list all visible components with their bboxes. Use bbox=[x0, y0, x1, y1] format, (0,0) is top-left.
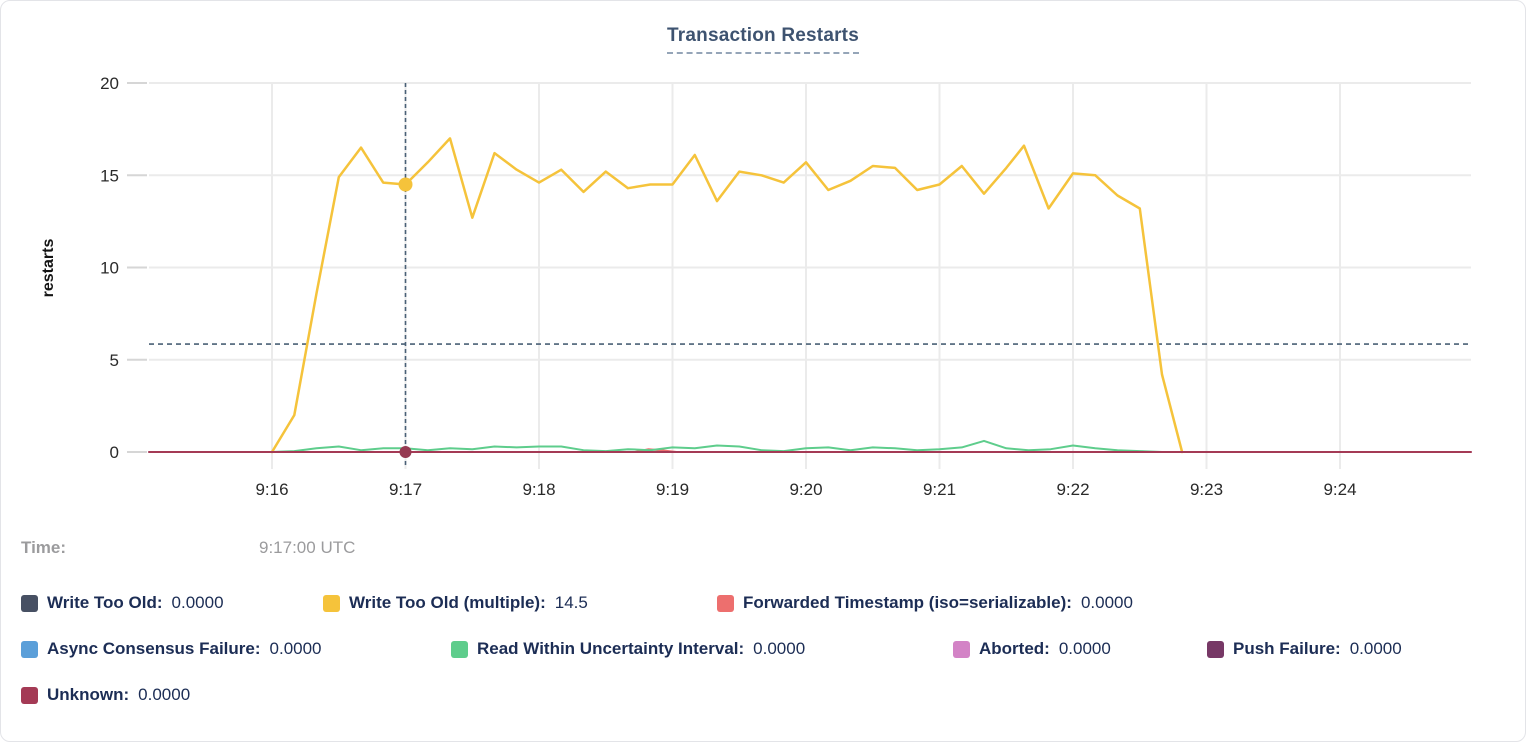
chart-header: Transaction Restarts bbox=[1, 25, 1525, 54]
legend-value: 0.0000 bbox=[1349, 639, 1402, 658]
y-tick-label: 5 bbox=[110, 351, 119, 370]
legend-label: Write Too Old (multiple): bbox=[349, 593, 546, 612]
legend-item-forwarded-timestamp-iso-serializable: Forwarded Timestamp (iso=serializable): 0… bbox=[717, 593, 1133, 613]
legend-item-push-failure: Push Failure: 0.0000 bbox=[1207, 639, 1402, 659]
legend-swatch-read-within-uncertainty-interval bbox=[451, 640, 468, 658]
crosshair-dot-write-too-old-multiple bbox=[398, 177, 413, 192]
y-axis-label: restarts bbox=[40, 238, 57, 298]
legend-swatch-forwarded-timestamp-iso-serializable bbox=[717, 594, 734, 612]
legend-item-unknown: Unknown: 0.0000 bbox=[21, 685, 190, 705]
legend-item-aborted: Aborted: 0.0000 bbox=[953, 639, 1111, 659]
tooltip-time-row: Time: 9:17:00 UTC bbox=[1, 538, 1525, 560]
x-tick-label: 9:20 bbox=[789, 480, 822, 499]
x-tick-label: 9:24 bbox=[1323, 480, 1356, 499]
legend-label: Async Consensus Failure: bbox=[47, 639, 261, 658]
y-tick-label: 10 bbox=[100, 259, 119, 278]
x-tick-label: 9:17 bbox=[389, 480, 422, 499]
legend-label: Aborted: bbox=[979, 639, 1050, 658]
x-tick-label: 9:16 bbox=[255, 480, 288, 499]
legend-item-async-consensus-failure: Async Consensus Failure: 0.0000 bbox=[21, 639, 322, 659]
legend-row-1: Write Too Old: 0.0000 Write Too Old (multi… bbox=[1, 593, 1525, 615]
legend-value: 0.0000 bbox=[138, 685, 191, 704]
legend-value: 14.5 bbox=[554, 593, 588, 612]
time-label: Time: bbox=[21, 538, 67, 557]
legend-swatch-async-consensus-failure bbox=[21, 640, 38, 658]
legend-label: Unknown: bbox=[47, 685, 130, 704]
series-line-read-within-uncertainty-interval bbox=[271, 439, 1462, 453]
transaction-restarts-svg[interactable]: 0 5 10 15 20 9:16 9:17 9:18 9:19 9:20 9:21 9:22 9:23… bbox=[1, 1, 1528, 516]
time-value: 9:17:00 UTC bbox=[259, 538, 356, 557]
legend-label: Push Failure: bbox=[1233, 639, 1341, 658]
series-line-write-too-old-multiple bbox=[270, 137, 1184, 454]
legend-label: Forwarded Timestamp (iso=serializable): bbox=[743, 593, 1072, 612]
legend-swatch-unknown bbox=[21, 686, 38, 704]
legend-swatch-write-too-old-multiple bbox=[323, 594, 340, 612]
legend-item-write-too-old: Write Too Old: 0.0000 bbox=[21, 593, 224, 613]
y-tick-label: 15 bbox=[100, 166, 119, 185]
legend-value: 0.0000 bbox=[269, 639, 322, 658]
legend-value: 0.0000 bbox=[171, 593, 224, 612]
x-tick-label: 9:21 bbox=[923, 480, 956, 499]
x-tick-label: 9:23 bbox=[1190, 480, 1223, 499]
legend-value: 0.0000 bbox=[1058, 639, 1111, 658]
legend-item-write-too-old-multiple: Write Too Old (multiple): 14.5 bbox=[323, 593, 588, 613]
legend-label: Write Too Old: bbox=[47, 593, 163, 612]
legend-row-3: Unknown: 0.0000 bbox=[1, 685, 1525, 707]
y-tick-label: 20 bbox=[100, 74, 119, 93]
y-tick-label: 0 bbox=[110, 443, 119, 462]
legend-swatch-push-failure bbox=[1207, 640, 1224, 658]
legend-swatch-write-too-old bbox=[21, 594, 38, 612]
legend-value: 0.0000 bbox=[1080, 593, 1133, 612]
legend-item-read-within-uncertainty-interval: Read Within Uncertainty Interval: 0.0000 bbox=[451, 639, 805, 659]
chart-plot-area[interactable]: 0 5 10 15 20 9:16 9:17 9:18 9:19 9:20 9:21 9:22 9:23… bbox=[1, 1, 1528, 516]
crosshair-dot-unknown bbox=[399, 446, 412, 458]
x-tick-label: 9:18 bbox=[522, 480, 555, 499]
legend-label: Read Within Uncertainty Interval: bbox=[477, 639, 745, 658]
x-tick-label: 9:19 bbox=[656, 480, 689, 499]
legend-swatch-aborted bbox=[953, 640, 970, 658]
legend-value: 0.0000 bbox=[753, 639, 806, 658]
x-tick-label: 9:22 bbox=[1056, 480, 1089, 499]
legend-row-2: Async Consensus Failure: 0.0000 Read Withi… bbox=[1, 639, 1525, 661]
chart-title[interactable]: Transaction Restarts bbox=[667, 25, 859, 54]
